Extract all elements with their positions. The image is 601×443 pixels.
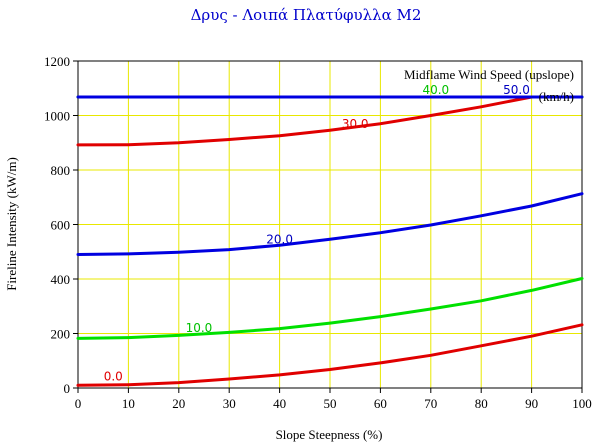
- x-tick-label: 10: [122, 396, 135, 411]
- x-tick-label: 70: [424, 396, 437, 411]
- series-label-50.0: 50.0: [503, 83, 530, 97]
- series-line-10.0: [76, 277, 584, 340]
- x-tick-label: 20: [172, 396, 185, 411]
- series-label-30.0: 30.0: [342, 117, 369, 131]
- x-tick-label: 50: [324, 396, 337, 411]
- series-line-20.0: [76, 192, 584, 256]
- legend-units: (km/h): [539, 89, 574, 104]
- series-line-30.0: [76, 95, 584, 147]
- y-tick-label: 200: [51, 327, 71, 342]
- series-lines: [76, 95, 584, 387]
- series-label-40.0: 40.0: [422, 83, 449, 97]
- x-tick-label: 0: [75, 396, 82, 411]
- series-label-10.0: 10.0: [186, 321, 213, 335]
- y-tick-label: 0: [64, 381, 71, 396]
- series-labels: 0.0 10.0 20.0 30.0 40.0 50.0: [104, 83, 530, 383]
- x-tick-label: 30: [223, 396, 236, 411]
- y-axis-label: Fireline Intensity (kW/m): [4, 157, 19, 291]
- x-tick-label: 80: [475, 396, 488, 411]
- series-line-0.0: [76, 323, 584, 387]
- y-axis-ticks: 0 200 400 600 800 1000 1200: [44, 54, 78, 396]
- series-label-20.0: 20.0: [266, 233, 293, 247]
- grid: [78, 61, 582, 388]
- x-tick-label: 40: [273, 396, 286, 411]
- x-axis-ticks: 0 10 20 30 40 50 60 70 80 90 100: [75, 388, 592, 411]
- x-axis-label: Slope Steepness (%): [276, 427, 383, 442]
- y-tick-label: 800: [51, 163, 71, 178]
- legend-title: Midflame Wind Speed (upslope): [404, 67, 574, 82]
- y-tick-label: 400: [51, 272, 71, 287]
- x-tick-label: 100: [572, 396, 592, 411]
- y-tick-label: 600: [51, 218, 71, 233]
- x-tick-label: 60: [374, 396, 387, 411]
- y-tick-label: 1000: [44, 109, 70, 124]
- x-tick-label: 90: [525, 396, 538, 411]
- y-tick-label: 1200: [44, 54, 70, 69]
- chart-title: Δρυς - Λοιπά Πλατύφυλλα M2: [191, 6, 422, 24]
- series-label-0.0: 0.0: [104, 369, 123, 383]
